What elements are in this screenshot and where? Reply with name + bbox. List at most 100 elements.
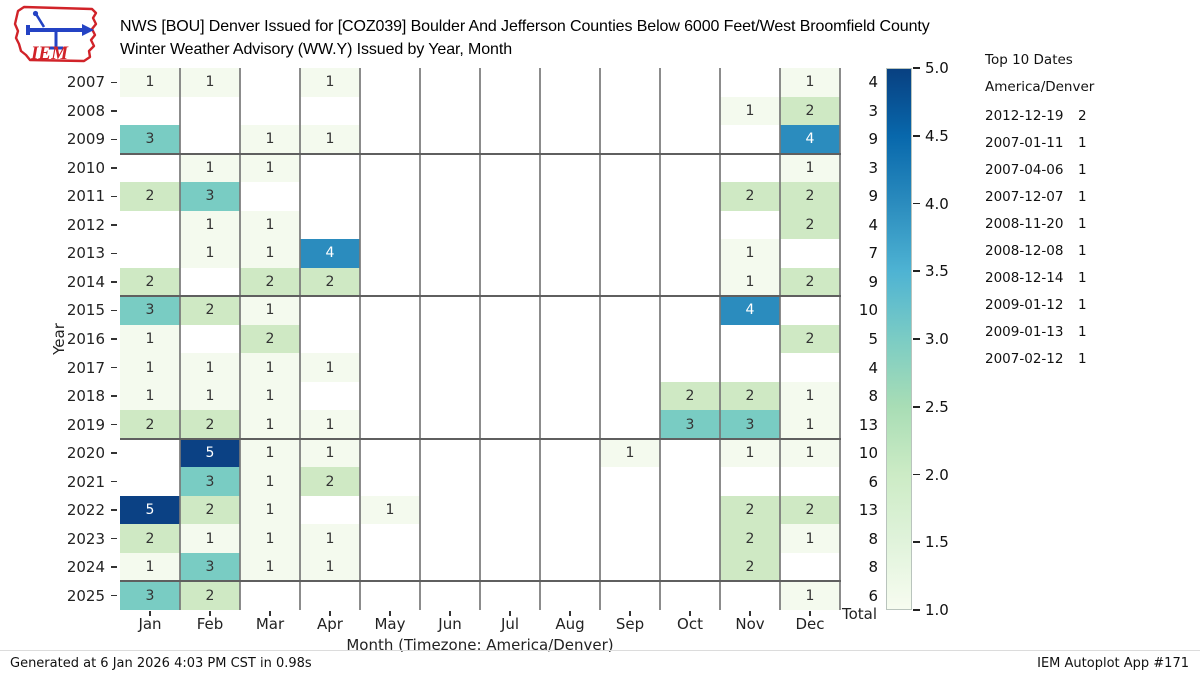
total-value: 9 [868, 130, 878, 149]
year-tick [111, 338, 117, 340]
total-value: 10 [858, 301, 878, 320]
colorbar-tick [913, 134, 920, 137]
heatmap-cell: 1 [240, 524, 300, 553]
heatmap-cell: 1 [780, 153, 840, 183]
month-tick-label: Jan [138, 615, 162, 633]
month-tick-label: Jun [438, 615, 462, 633]
total-value: 6 [868, 472, 878, 491]
heatmap-cell: 2 [120, 410, 180, 439]
total-value: 4 [868, 358, 878, 377]
top-date-date: 2007-01-11 [985, 135, 1064, 151]
heatmap-cell: 1 [180, 381, 240, 411]
heatmap-cell: 1 [360, 495, 420, 525]
heatmap-cell: 2 [780, 182, 840, 211]
heatmap-cell: 1 [240, 125, 300, 154]
separator-line [120, 437, 841, 440]
gridline-vertical [539, 68, 541, 610]
month-tick-label: Feb [196, 615, 224, 633]
heatmap-cell: 1 [240, 353, 300, 382]
year-tick-label: 2012 [66, 215, 105, 234]
month-tick-label: Oct [677, 615, 703, 633]
top-date-count: 1 [1078, 351, 1087, 367]
heatmap-cell: 2 [240, 324, 300, 354]
year-tick [111, 594, 117, 597]
top-date-date: 2009-01-12 [985, 297, 1064, 313]
colorbar-tick [913, 609, 920, 611]
separator-line [120, 295, 841, 298]
top-dates-title: Top 10 Dates [985, 52, 1073, 68]
total-value: 3 [868, 101, 878, 120]
colorbar-tick [913, 405, 920, 408]
colorbar-tick-label: 3.5 [925, 262, 949, 281]
heatmap-cell: 2 [780, 96, 840, 126]
heatmap-cell: 1 [120, 324, 180, 354]
total-value: 4 [868, 215, 878, 234]
year-tick [111, 509, 117, 511]
footer-divider [0, 650, 1200, 651]
heatmap-cell: 1 [180, 239, 240, 268]
top-dates-panel: Top 10 Dates America/Denver 2012-12-19 2 2… [985, 52, 1094, 373]
gridline-vertical [839, 68, 841, 610]
top-date-row: 2009-01-13 1 [985, 319, 1094, 346]
top-date-date: 2007-02-12 [985, 351, 1064, 367]
heatmap-cell: 1 [780, 410, 840, 439]
heatmap-cell: 2 [720, 381, 780, 411]
heatmap-cell: 1 [240, 239, 300, 268]
year-tick [111, 452, 117, 454]
colorbar-tick-label: 3.0 [925, 330, 949, 348]
iem-logo: IEM [13, 5, 98, 64]
heatmap-cell: 1 [300, 410, 360, 439]
heatmap-cell: 1 [300, 524, 360, 553]
heatmap-cell: 1 [720, 438, 780, 468]
colorbar-tick-label: 4.0 [925, 194, 949, 213]
gridline-vertical [719, 68, 721, 610]
colorbar-tick-label: 2.0 [925, 465, 949, 484]
colorbar-tick-label: 1.5 [925, 533, 949, 552]
year-tick [111, 566, 117, 568]
heatmap-cell: 2 [780, 210, 840, 240]
top-date-count: 1 [1078, 297, 1087, 313]
heatmap-cell: 1 [240, 153, 300, 183]
top-date-count: 1 [1078, 189, 1087, 205]
heatmap-cell: 1 [300, 125, 360, 154]
month-tick [269, 611, 271, 616]
year-tick [111, 395, 117, 397]
total-value: 10 [858, 444, 878, 463]
heatmap-cell: 2 [720, 495, 780, 525]
year-tick [111, 252, 117, 255]
heatmap-cell: 5 [120, 495, 180, 525]
heatmap-cell: 2 [780, 324, 840, 354]
heatmap-cell: 2 [780, 495, 840, 525]
top-dates-list: 2012-12-19 2 2007-01-11 1 2007-04-06 1 2007-12… [985, 103, 1094, 373]
year-tick-label: 2008 [66, 101, 105, 120]
heatmap-cell: 2 [240, 267, 300, 297]
month-tick-label: Nov [735, 615, 765, 633]
top-date-row: 2012-12-19 2 [985, 103, 1094, 130]
colorbar-tick-label: 4.5 [925, 126, 949, 145]
heatmap-cell: 1 [600, 438, 660, 468]
gridline-vertical [659, 68, 661, 610]
colorbar-axis: 5.0 4.5 4.0 3.5 3.0 2.5 2.0 1.5 1.0 [912, 59, 982, 619]
year-tick-label: 2010 [66, 158, 105, 177]
footer-app-text: IEM Autoplot App #171 [1037, 656, 1189, 671]
colorbar-tick [913, 67, 920, 69]
gridline-vertical [419, 68, 421, 610]
x-axis-label: Month (Timezone: America/Denver) [346, 636, 614, 654]
heatmap-cell: 2 [180, 495, 240, 525]
total-value: 8 [868, 529, 878, 548]
month-tick [149, 611, 151, 616]
heatmap-cell: 1 [120, 381, 180, 411]
year-tick-label: 2017 [66, 358, 105, 377]
month-tick-label: Dec [795, 615, 825, 633]
top-date-row: 2007-04-06 1 [985, 157, 1094, 184]
heatmap-cell: 1 [180, 210, 240, 240]
gridline-vertical [179, 68, 181, 610]
month-tick [749, 611, 751, 616]
top-date-date: 2012-12-19 [985, 108, 1064, 124]
month-tick [809, 611, 811, 616]
heatmap-cell: 2 [780, 267, 840, 297]
year-tick-label: 2018 [66, 387, 105, 406]
top-date-row: 2007-01-11 1 [985, 130, 1094, 157]
total-value: 4 [868, 73, 878, 92]
